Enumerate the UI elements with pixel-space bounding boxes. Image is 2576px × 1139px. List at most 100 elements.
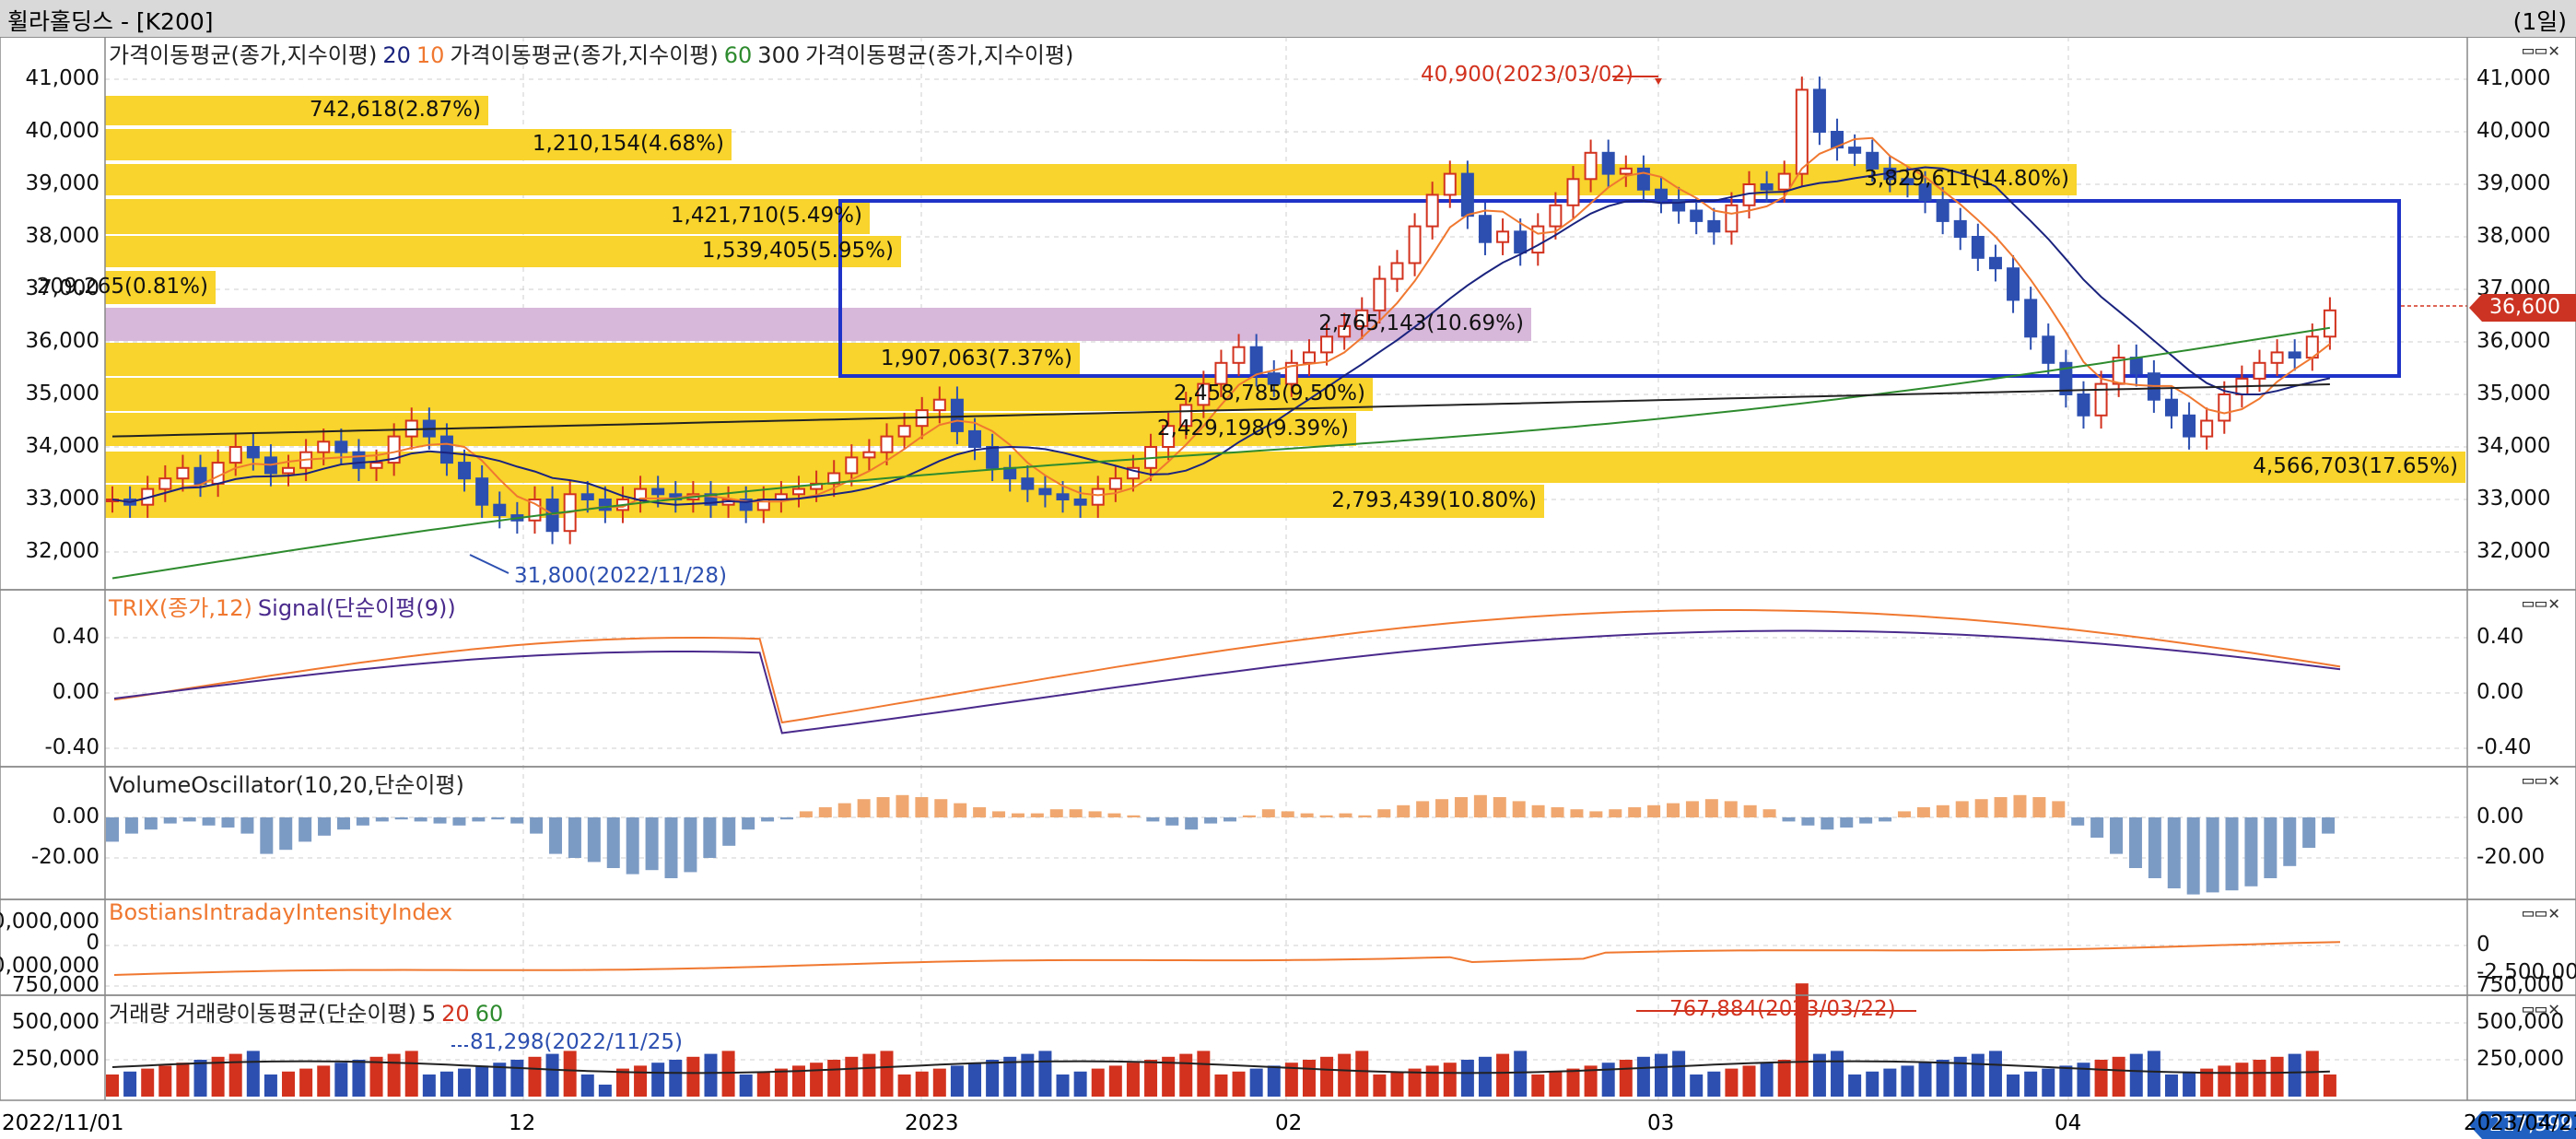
volume-bar: [2077, 1063, 2090, 1097]
vo-bar: [973, 807, 987, 817]
current-volume-badge: 217,599: [2469, 1111, 2576, 1139]
vo-bar: [1069, 809, 1083, 817]
vo-bar: [1030, 813, 1044, 817]
volume-bar: [1144, 1060, 1158, 1097]
vo-bar: [1493, 797, 1506, 817]
volume-bar: [704, 1053, 718, 1097]
vo-bar: [2110, 817, 2124, 854]
volume-profile-bar: [105, 378, 1373, 411]
volume-bar: [2024, 1071, 2038, 1097]
bii-legend[interactable]: BostiansIntradayIntensityIndex: [109, 899, 458, 925]
volume-bar: [2112, 1056, 2125, 1097]
volume-profile-label: 742,618(2.87%): [309, 98, 481, 122]
candle-body: [1531, 225, 1545, 254]
volume-bar: [598, 1084, 612, 1097]
volume-bar: [1355, 1051, 1369, 1097]
vo-bar: [1609, 809, 1622, 817]
trix-panel-controls[interactable]: ▭▭✕: [2523, 592, 2562, 614]
vo-bar: [992, 811, 1006, 817]
x-tick-label: 2022/11/01: [2, 1111, 124, 1135]
chart-canvas[interactable]: [0, 37, 2576, 1137]
price-tick-left: 39,000: [25, 171, 100, 195]
candle-body: [2183, 414, 2196, 438]
candle-body: [1408, 225, 1422, 264]
volume-bar: [2323, 1074, 2336, 1097]
vo-bar: [1685, 801, 1699, 817]
candle-body: [2288, 351, 2301, 359]
bii-panel-controls[interactable]: ▭▭✕: [2523, 901, 2562, 923]
vma5-label: 5: [421, 1001, 437, 1027]
vo-bar: [1435, 799, 1449, 817]
volume-bar: [2200, 1068, 2214, 1097]
price-tick-right: 38,000: [2476, 224, 2551, 248]
candle-body: [2218, 393, 2231, 422]
vo-bar: [2186, 817, 2200, 895]
volume-bar: [1936, 1060, 1950, 1097]
candle-body: [1514, 230, 1528, 254]
period-label[interactable]: (1일): [2512, 8, 2567, 35]
volume-profile-bar: [105, 485, 1544, 518]
ma20-label: 20: [382, 42, 411, 68]
candle-body: [2077, 393, 2090, 417]
vo-bar: [1165, 817, 1179, 826]
volume-legend[interactable]: 거래량 거래량이동평균(단순이평) 5 20 60: [109, 995, 509, 1027]
ma10-line: [111, 136, 2331, 516]
vo-bar: [356, 817, 369, 826]
volume-bar: [1214, 1074, 1228, 1097]
candle-body: [2164, 398, 2178, 417]
volume-profile-label: 1,907,063(7.37%): [880, 346, 1072, 370]
candle-body: [1953, 219, 1967, 238]
volume-bar: [862, 1053, 876, 1097]
vo-bar: [1551, 807, 1564, 817]
vo-bar: [1358, 815, 1372, 817]
vo-bar: [1377, 809, 1391, 817]
candle-body: [1267, 372, 1281, 385]
volume-bar: [2270, 1056, 2284, 1097]
volume-bar: [2042, 1068, 2055, 1097]
vo-bar: [1782, 817, 1796, 822]
volume-tick-left: 500,000: [11, 1010, 100, 1034]
vo-bar: [2052, 801, 2066, 817]
price-tick-left: 33,000: [25, 487, 100, 511]
vo-bar: [1185, 817, 1199, 830]
volume-bar: [1566, 1068, 1580, 1097]
candle-body: [2094, 382, 2108, 417]
vo-panel-controls[interactable]: ▭▭✕: [2523, 769, 2562, 791]
trix-panel: [113, 609, 2341, 734]
trix-tick-right: 0.40: [2476, 625, 2524, 649]
vo-bar: [1088, 811, 1102, 817]
vo-bar: [857, 799, 871, 817]
volume-panel-controls[interactable]: ▭▭✕: [2523, 997, 2562, 1019]
vo-bar: [549, 817, 563, 854]
current-price-badge: 36,600: [2469, 294, 2576, 322]
vo-bar: [240, 817, 254, 834]
volume-profile: [105, 96, 2465, 518]
candle-body: [1812, 88, 1826, 133]
vo-bar: [2090, 817, 2104, 838]
volume-bar: [580, 1074, 594, 1097]
candle-body: [1848, 147, 1862, 154]
volume-bar: [1003, 1056, 1017, 1097]
ma10-label: 10: [416, 42, 445, 68]
vo-bar: [106, 817, 119, 842]
ma-legend-2: 가격이동평균(종가,지수이평): [450, 42, 719, 68]
candle-body: [791, 487, 805, 496]
price-legend[interactable]: 가격이동평균(종가,지수이평) 20 10 가격이동평균(종가,지수이평) 60 300 가…: [109, 37, 1079, 69]
volume-bar: [2218, 1065, 2231, 1097]
volume-bar: [1690, 1074, 1704, 1097]
candle-body: [1901, 178, 1914, 186]
trix-tick-right: -0.40: [2476, 735, 2532, 759]
volume-bar: [123, 1071, 137, 1097]
candle-body: [493, 503, 507, 517]
price-panel-controls[interactable]: ▭▭✕: [2523, 39, 2562, 61]
volume-bar: [458, 1068, 472, 1097]
candle-body: [193, 466, 207, 485]
trix-legend[interactable]: TRIX(종가,12) Signal(단순이평(9)): [109, 590, 462, 622]
volume-bar: [686, 1056, 700, 1097]
volume-bar: [2147, 1051, 2160, 1097]
candle-body: [387, 435, 401, 464]
vo-bar: [2264, 817, 2277, 878]
volume-bar: [1478, 1056, 1492, 1097]
vo-bar: [1319, 815, 1333, 817]
vo-legend[interactable]: VolumeOscillator(10,20,단순이평): [109, 767, 470, 799]
